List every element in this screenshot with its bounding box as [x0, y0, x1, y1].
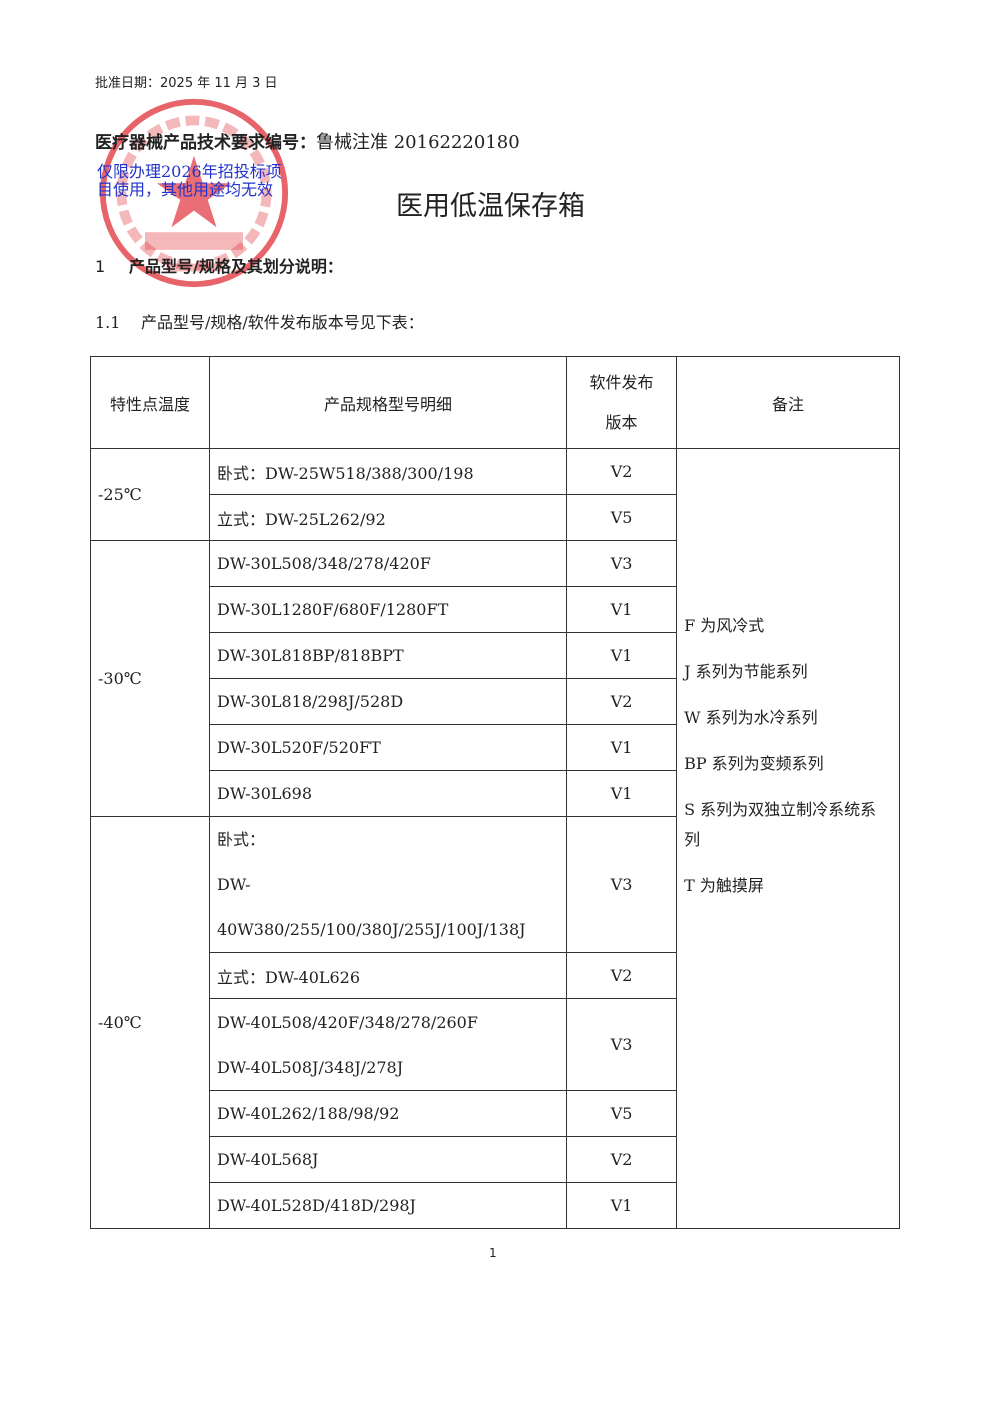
- requirement-value: 鲁械注准 20162220180: [316, 132, 520, 153]
- model-cell: 立式：DW-25L262/92: [208, 494, 568, 541]
- model-cell: DW-40L508/420F/348/278/260F DW-40L508J/34…: [208, 998, 568, 1091]
- section-text: 产品型号/规格及其划分说明：: [129, 257, 343, 276]
- table-row: DW-40L508/420F/348/278/260F DW-40L508J/34…: [91, 998, 900, 1091]
- usage-notice: 仅限办理2026年招投标项 目使用，其他用途均无效: [97, 163, 282, 199]
- table-row: -40℃ 卧式： DW-40W380/255/100/380J/255J/100J…: [90, 816, 900, 1229]
- notice-line: 仅限办理2026年招投标项: [97, 162, 282, 181]
- model-cell: 立式：DW-40L626: [208, 952, 568, 999]
- version-cell: V2: [566, 448, 678, 495]
- model-cell: DW-40L568J: [208, 1136, 568, 1183]
- version-cell: V3: [566, 540, 678, 587]
- temp-cell: -30℃: [90, 540, 210, 817]
- section-1-1-heading: 1.1 产品型号/规格/软件发布版本号见下表：: [95, 309, 424, 333]
- remark-item: BP 系列为变频系列: [684, 754, 824, 773]
- official-seal-stamp: [99, 98, 289, 288]
- version-cell: V1: [566, 724, 678, 771]
- version-cell: V2: [566, 1136, 678, 1183]
- requirement-number: 医疗器械产品技术要求编号：鲁械注准 20162220180: [95, 128, 520, 154]
- requirement-label: 医疗器械产品技术要求编号：: [95, 133, 316, 153]
- page-number: 1: [489, 1246, 497, 1260]
- temp-cell: -25℃: [90, 448, 210, 541]
- header-text: 软件发布: [589, 372, 654, 392]
- model-cell: DW-40L528D/418D/298J: [208, 1182, 568, 1229]
- version-cell: V1: [566, 632, 678, 679]
- model-cell: 卧式： DW-40W380/255/100/380J/255J/100J/138J: [208, 816, 568, 953]
- remark-item: F 为风冷式: [684, 616, 765, 635]
- remark-item: S 系列为双独立制冷系统系列: [684, 800, 877, 849]
- remarks-cell: F 为风冷式 J 系列为节能系列 W 系列为水冷系列 BP 系列为变频系列 S …: [676, 448, 900, 1229]
- approval-date: 批准日期：2025 年 11 月 3 日: [95, 76, 278, 91]
- remark-item: J 系列为节能系列: [684, 662, 808, 681]
- version-cell: V1: [566, 770, 678, 817]
- model-cell: DW-30L508/348/278/420F: [208, 540, 568, 587]
- model-cell: DW-30L818BP/818BPT: [208, 632, 568, 679]
- version-cell: V2: [566, 678, 678, 725]
- model-spec-table: 特性点温度 产品规格型号明细 软件发布版本 备注 -25℃ 卧式：DW-25W5…: [90, 356, 900, 1229]
- table-row: DW-40L528D/418D/298J V1: [91, 1182, 900, 1229]
- version-cell: V5: [566, 494, 678, 541]
- header-model-detail: 产品规格型号明细: [208, 356, 568, 449]
- header-software-version: 软件发布 版本: [566, 356, 678, 449]
- version-cell: V5: [566, 1090, 678, 1137]
- version-cell: V1: [566, 1182, 678, 1229]
- model-cell: DW-30L818/298J/528D: [208, 678, 568, 725]
- table-header-row: 特性点温度 产品规格型号明细 软件发布版本 备注: [90, 356, 900, 449]
- model-line: DW-40L508J/348J/278J: [217, 1057, 404, 1077]
- table-row: -30℃ DW-30L508/348/278/420F V3: [90, 540, 900, 817]
- table-row: DW-30L818/298J/528D V2: [91, 678, 900, 725]
- section-text: 产品型号/规格/软件发布版本号见下表：: [141, 313, 424, 332]
- notice-line: 目使用，其他用途均无效: [97, 180, 274, 199]
- version-cell: V2: [566, 952, 678, 999]
- model-cell: DW-40L262/188/98/92: [208, 1090, 568, 1137]
- header-remarks: 备注: [676, 356, 900, 449]
- section-number: 1: [95, 257, 106, 276]
- temp-cell: -40℃: [90, 816, 210, 1229]
- header-temperature: 特性点温度: [90, 356, 210, 449]
- model-cell: DW-30L1280F/680F/1280FT: [208, 586, 568, 633]
- model-line: DW-40L508/420F/348/278/260F: [217, 1012, 478, 1032]
- section-number: 1.1: [95, 313, 121, 332]
- remark-item: W 系列为水冷系列: [684, 708, 818, 727]
- table-row: -25℃ 卧式：DW-25W518/388/300/198 V2 F 为风冷式 …: [90, 448, 900, 1229]
- table-row: 立式：DW-40L626 V2: [91, 952, 900, 999]
- version-cell: V1: [566, 586, 678, 633]
- document-title: 医用低温保存箱: [396, 191, 585, 222]
- header-text: 版本: [605, 412, 638, 432]
- section-1-heading: 1 产品型号/规格及其划分说明：: [95, 253, 343, 277]
- model-cell: DW-30L698: [208, 770, 568, 817]
- model-cell: DW-30L520F/520FT: [208, 724, 568, 771]
- table-row: 立式：DW-25L262/92 V5: [91, 494, 900, 541]
- version-cell: V3: [566, 816, 678, 953]
- model-cell: 卧式：DW-25W518/388/300/198: [208, 448, 568, 495]
- model-line: DW-40W380/255/100/380J/255J/100J/138J: [217, 875, 526, 939]
- table-row: DW-30L520F/520FT V1: [91, 724, 900, 771]
- model-line: 卧式：: [217, 830, 266, 849]
- version-cell: V3: [566, 998, 678, 1091]
- table-row: DW-30L1280F/680F/1280FT V1: [91, 586, 900, 633]
- remark-item: T 为触摸屏: [684, 876, 764, 895]
